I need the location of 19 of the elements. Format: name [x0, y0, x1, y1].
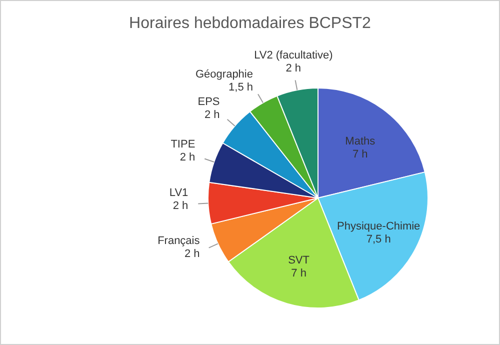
slice-label: Français: [158, 235, 200, 248]
data-label: 2 h: [180, 151, 196, 164]
data-label: 7 h: [291, 267, 306, 280]
slice-label: SVT: [288, 254, 310, 266]
slice-label: Géographie: [196, 68, 253, 80]
data-label: 1,5 h: [228, 81, 253, 94]
data-label: 7 h: [352, 148, 368, 160]
data-label: 2 h: [172, 200, 188, 212]
slice-label: Maths: [345, 135, 376, 148]
slice-label: TIPE: [170, 138, 196, 150]
slice-label: Physique-Chimie: [337, 220, 420, 232]
data-label: 7,5 h: [366, 233, 391, 246]
data-label: 2 h: [184, 248, 200, 260]
chart-title: Horaires hebdomadaires BCPST2: [129, 15, 372, 32]
slice-label: EPS: [198, 96, 220, 108]
slice-label: LV1: [169, 187, 188, 200]
slice-label: LV2 (facultative): [254, 49, 333, 62]
data-label: 2 h: [204, 108, 220, 121]
data-label: 2 h: [286, 62, 302, 74]
